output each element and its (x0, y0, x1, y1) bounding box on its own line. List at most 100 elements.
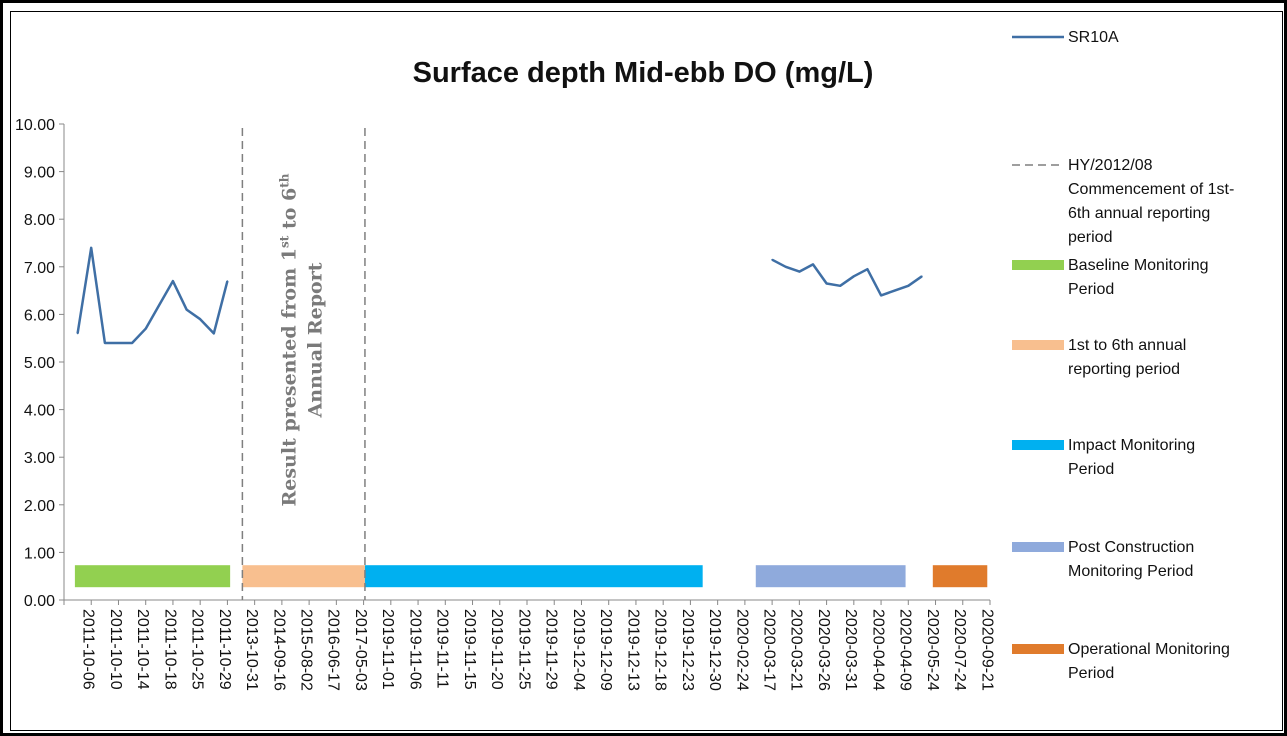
data-point (893, 289, 896, 292)
legend-label: Commencement of 1st- (1068, 181, 1234, 198)
legend-label: Period (1068, 281, 1114, 298)
x-tick-label: 2011-10-14 (134, 609, 151, 690)
x-tick-label: 2011-10-10 (107, 609, 124, 690)
data-point (853, 275, 855, 278)
x-tick-label: 2020-03-31 (842, 609, 859, 691)
legend-label: reporting period (1068, 361, 1180, 378)
data-point (812, 263, 814, 266)
legend-swatch-bar (1012, 340, 1064, 350)
data-point (866, 268, 869, 270)
x-tick-label: 2011-10-25 (189, 609, 206, 690)
y-tick-label: 7.00 (24, 260, 55, 277)
y-tick-label: 1.00 (24, 545, 55, 562)
y-tick-label: 6.00 (24, 307, 55, 324)
x-tick-label: 2016-06-17 (325, 609, 342, 691)
x-tick-label: 2020-02-24 (733, 609, 750, 691)
data-point (158, 304, 161, 306)
x-tick-label: 2020-04-09 (897, 609, 914, 691)
period-bars (74, 565, 988, 588)
series-line-sr10a (771, 258, 923, 297)
x-tick-label: 2020-05-24 (924, 609, 941, 691)
x-tick-label: 2019-12-04 (570, 609, 587, 691)
annotation-line-2: Annual Report (305, 262, 327, 418)
legend-label: 1st to 6th annual (1068, 337, 1186, 354)
legend-swatch-bar (1012, 644, 1064, 654)
x-tick-label: 2019-12-30 (706, 609, 723, 691)
x-tick-label: 2020-04-04 (869, 609, 886, 691)
legend-label: HY/2012/08 (1068, 157, 1153, 174)
axes: 0.00 1.00 2.00 3.00 4.00 5.00 6.00 7.00 8.00 9.00… (15, 117, 995, 691)
data-point (839, 285, 842, 287)
x-tick-label: 2011-10-18 (161, 609, 178, 690)
data-point (771, 258, 773, 261)
y-tick-label: 9.00 (24, 165, 55, 182)
legend-label: Post Construction (1068, 539, 1194, 556)
legend: SR10A HY/2012/08 Commencement of 1st- 6th a… (1012, 29, 1234, 682)
x-tick-label: 2019-11-25 (515, 609, 532, 690)
legend-label: period (1068, 229, 1112, 246)
y-tick-label: 3.00 (24, 450, 55, 467)
data-point (226, 280, 229, 282)
chart-title: Surface depth Mid-ebb DO (mg/L) (413, 57, 874, 89)
data-point (144, 327, 147, 330)
period-bar (755, 565, 906, 588)
data-point (199, 318, 201, 320)
period-bar (364, 565, 703, 588)
legend-label: Baseline Monitoring (1068, 257, 1209, 274)
data-point (784, 266, 787, 268)
x-tick-label: 2019-11-01 (379, 609, 396, 690)
legend-label: SR10A (1068, 29, 1119, 46)
data-point (212, 332, 215, 335)
period-bar (932, 565, 988, 588)
x-tick-label: 2011-10-29 (216, 609, 233, 690)
legend-label: Period (1068, 461, 1114, 478)
x-tick-label: 2019-12-13 (624, 609, 641, 691)
data-point (76, 332, 79, 335)
series-line-sr10a (76, 246, 229, 345)
legend-swatch-bar (1012, 542, 1064, 552)
x-tick-label: 2011-10-06 (80, 609, 97, 690)
y-tick-label: 8.00 (24, 212, 55, 229)
data-point (921, 275, 923, 278)
x-tick-label: 2019-11-29 (543, 609, 560, 690)
x-tick-label: 2019-11-20 (488, 609, 505, 690)
chart-inner-border (10, 11, 1283, 731)
x-tick-label: 2019-11-11 (434, 609, 451, 689)
x-tick-label: 2020-03-21 (788, 609, 805, 691)
x-tick-label: 2020-09-21 (978, 609, 995, 691)
x-tick-label: 2019-12-18 (652, 609, 669, 691)
y-tick-label: 5.00 (24, 355, 55, 372)
x-tick-label: 2013-10-31 (243, 609, 260, 691)
annotation-line-1: Result presented from 1st to 6th (278, 173, 301, 506)
data-point (131, 342, 133, 344)
x-tick-label: 2017-05-03 (352, 609, 369, 691)
x-tick-label: 2015-08-02 (298, 609, 315, 691)
y-tick-label: 2.00 (24, 498, 55, 515)
x-tick-label: 2020-07-24 (951, 609, 968, 691)
data-point (90, 246, 93, 249)
x-tick-label: 2019-11-06 (406, 609, 423, 690)
data-point (880, 294, 882, 297)
legend-swatch-bar (1012, 260, 1064, 270)
data-point (185, 308, 188, 311)
legend-label: 6th annual reporting (1068, 205, 1210, 222)
period-bar (74, 565, 231, 588)
commencement-lines (241, 128, 366, 600)
x-tick-label: 2019-11-15 (461, 609, 478, 690)
y-tick-label: 10.00 (15, 117, 55, 134)
series-lines (76, 246, 923, 345)
y-tick-label: 0.00 (24, 593, 55, 610)
legend-label: Monitoring Period (1068, 563, 1193, 580)
data-point (172, 280, 174, 282)
legend-swatch-bar (1012, 440, 1064, 450)
legend-label: Operational Monitoring (1068, 641, 1230, 658)
x-tick-label: 2020-03-26 (815, 609, 832, 691)
y-tick-label: 4.00 (24, 403, 55, 420)
legend-label: Impact Monitoring (1068, 437, 1195, 454)
data-point (104, 342, 106, 344)
period-bar (242, 565, 365, 588)
